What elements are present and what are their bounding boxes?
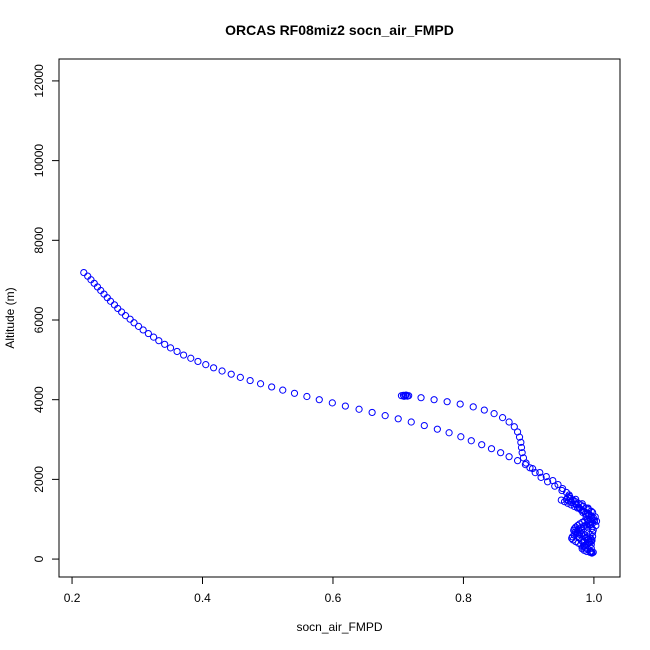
data-point [114,304,122,313]
data-point [513,457,522,465]
data-point [522,459,530,467]
data-point [587,534,595,542]
data-point [368,408,376,417]
data-point [144,329,152,338]
data-point [490,410,498,418]
y-tick-label: 0 [32,555,46,562]
data-point [268,383,276,391]
y-tick-label: 2000 [32,466,46,493]
data-point [80,268,88,277]
data-point [580,537,588,546]
data-point [341,402,349,410]
data-point [505,453,513,461]
plot-frame [58,58,621,578]
y-axis: 0 2000 4000 6000 8000 10000 12000 [32,64,60,562]
data-point [456,400,464,408]
data-point [433,425,441,433]
data-point [139,326,147,334]
data-point [587,507,595,515]
data-point [315,396,323,404]
data-point [467,437,475,445]
data-point [497,449,505,457]
data-point [510,423,518,431]
data-point [134,322,143,330]
y-tick-label: 6000 [32,306,46,333]
y-axis-label: Altitude (m) [3,287,17,348]
data-point [402,391,410,399]
y-tick-label: 12000 [32,64,46,98]
data-point [457,433,465,441]
data-point [161,340,169,348]
data-point [202,361,210,369]
data-point [355,405,363,413]
data-point [194,357,202,366]
data-point [517,443,526,452]
data-point [417,394,425,402]
y-tick-label: 8000 [32,227,46,254]
data-point [480,406,488,414]
data-point [517,438,525,446]
data-point [381,412,389,420]
data-point [590,517,599,525]
data-points [80,268,601,557]
data-point [551,482,559,490]
data-point [149,333,158,341]
data-point [405,392,413,400]
x-tick-label: 0.2 [64,591,81,605]
x-tick-label: 0.6 [325,591,342,605]
data-point [537,473,545,481]
data-point [407,418,415,426]
data-point [430,396,438,404]
data-point [130,319,138,327]
x-axis-label: socn_air_FMPD [296,620,382,634]
data-point [445,429,453,437]
data-point [536,469,544,477]
data-point [400,392,408,400]
data-point [526,464,534,472]
data-point [558,486,566,495]
data-point [478,441,486,449]
data-point [542,472,550,481]
y-tick-label: 4000 [32,386,46,413]
data-point [589,548,597,556]
data-point [518,449,526,457]
x-tick-label: 0.8 [455,591,472,605]
data-point [126,315,134,323]
data-point [227,370,235,378]
data-point [394,415,402,423]
data-point [588,549,596,557]
data-point [443,398,451,406]
data-point [505,418,513,426]
data-point [515,433,524,441]
data-point [121,312,130,320]
data-point [487,445,496,453]
data-point [303,392,311,401]
x-axis: 0.2 0.4 0.6 0.8 1.0 [64,576,603,605]
data-point [498,414,507,422]
data-point [469,403,477,411]
data-point [218,367,226,375]
data-point [118,308,126,316]
y-tick-label: 10000 [32,144,46,178]
data-point [531,469,539,477]
data-point [179,351,188,359]
x-tick-label: 1.0 [586,591,603,605]
data-point [210,364,218,372]
data-point [420,421,428,430]
data-point [173,347,181,356]
data-point [290,389,299,397]
data-point [236,373,244,381]
x-tick-label: 0.4 [194,591,211,605]
chart-title: ORCAS RF08miz2 socn_air_FMPD [225,22,454,38]
data-point [246,376,254,385]
data-point [328,399,336,407]
data-point [279,386,287,394]
data-point [543,478,552,486]
data-point [187,354,195,362]
data-point [166,344,175,352]
data-point [256,380,265,388]
data-point [155,337,163,345]
data-point [106,297,115,305]
